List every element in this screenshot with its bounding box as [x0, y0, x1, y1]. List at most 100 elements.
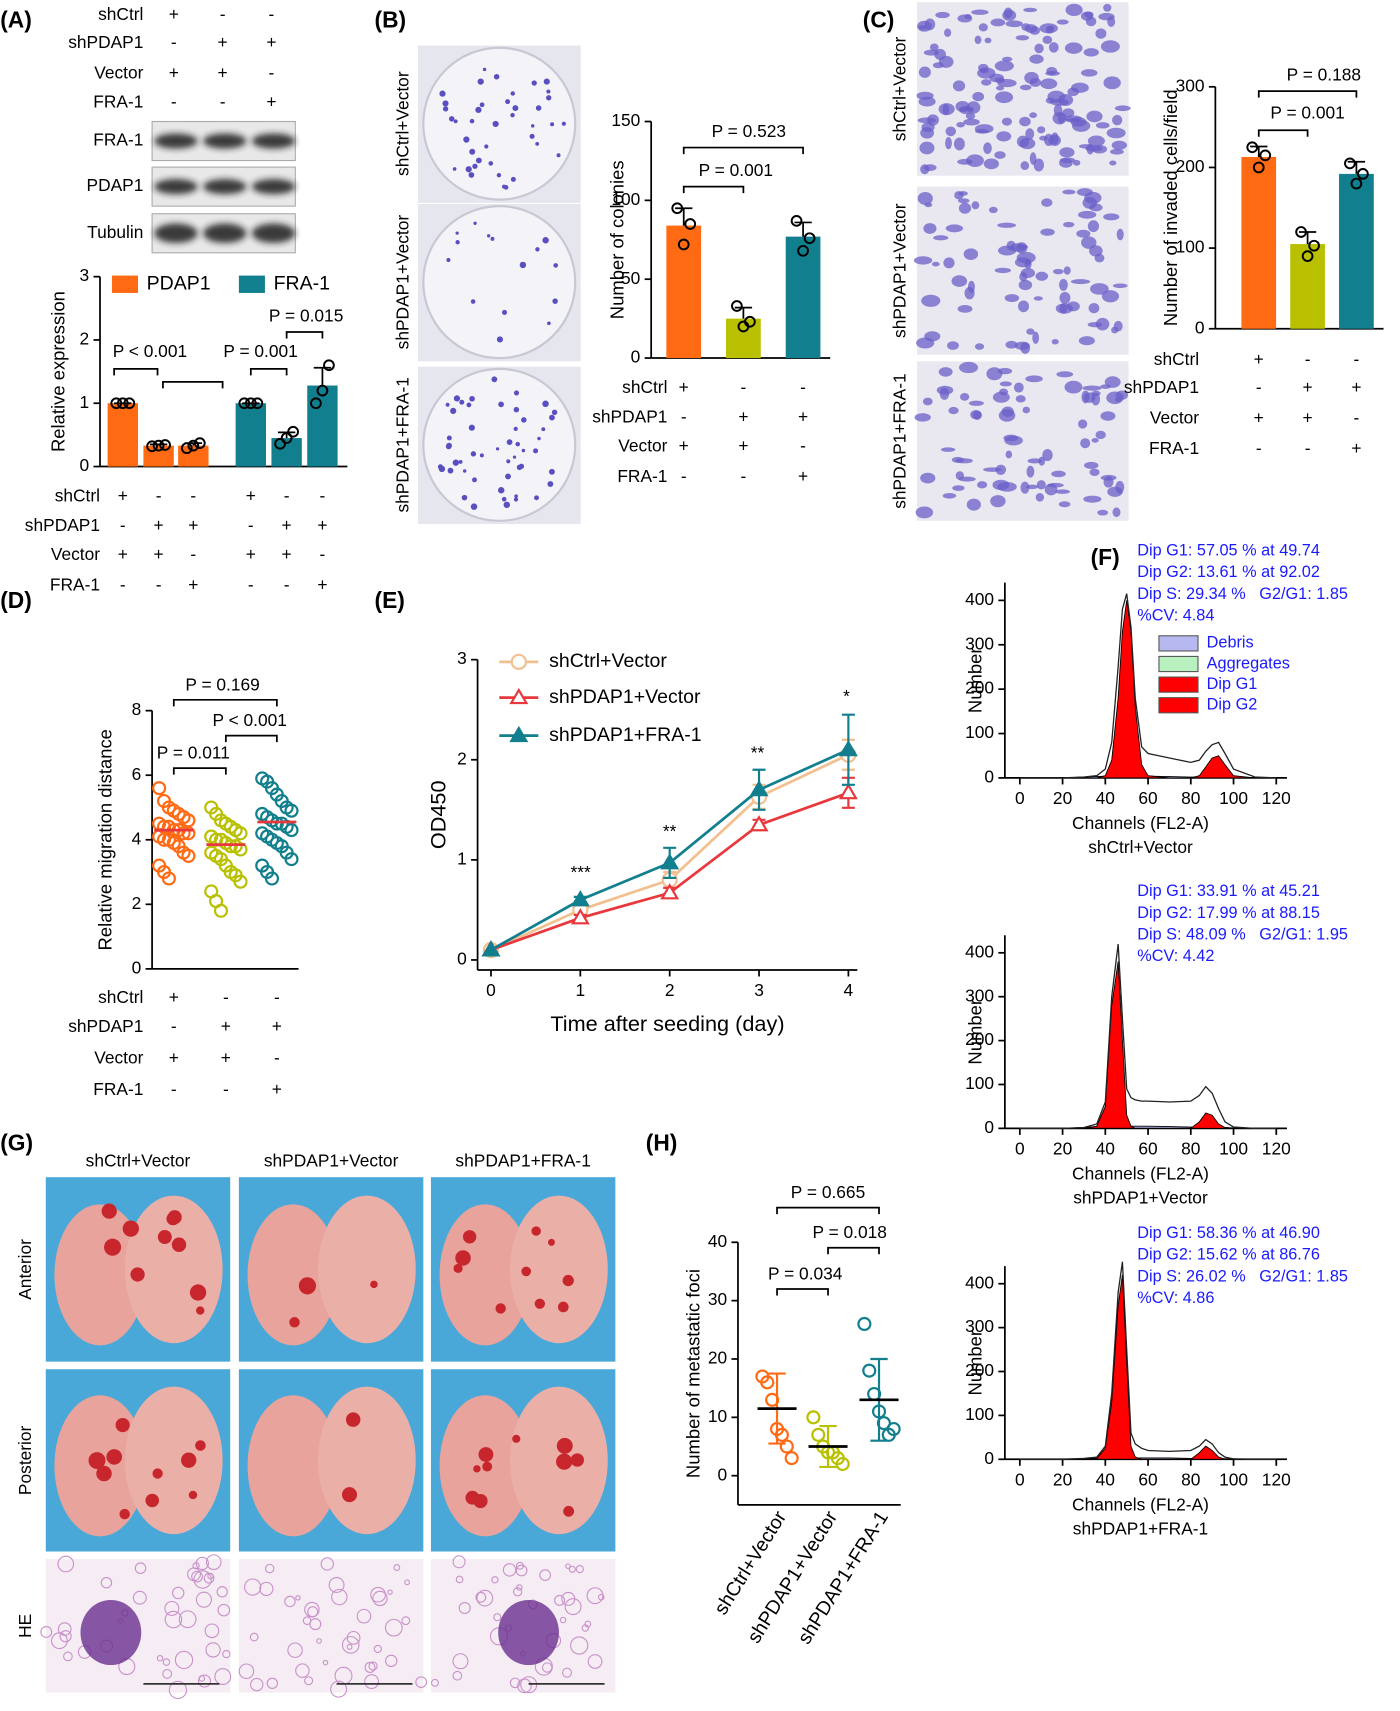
colony — [550, 122, 555, 127]
marker — [570, 890, 590, 907]
panel-label: (C) — [863, 7, 895, 33]
nodule — [289, 1317, 300, 1328]
condition-sign: - — [223, 1079, 229, 1099]
colony — [470, 299, 476, 304]
alveoli — [162, 1658, 171, 1666]
cell — [1039, 135, 1048, 141]
x-axis-label: Channels (FL2-A) — [1072, 1164, 1209, 1184]
cell — [915, 506, 934, 519]
cell — [1100, 411, 1116, 421]
marker — [660, 883, 680, 900]
nodule — [119, 1508, 130, 1520]
condition-sign: - — [1256, 438, 1262, 458]
y-tick-label: 100 — [965, 1073, 994, 1093]
condition-sign: + — [1254, 407, 1264, 427]
condition-sign: + — [679, 377, 689, 397]
cell — [1015, 35, 1030, 41]
condition-label: FRA-1 — [617, 466, 667, 486]
colony — [465, 166, 472, 173]
error-bar — [1250, 145, 1268, 157]
data-point — [284, 823, 299, 838]
condition-label: FRA-1 — [1149, 438, 1199, 458]
condition-label: shPDAP1 — [592, 406, 667, 426]
cell — [1019, 84, 1032, 91]
cell — [1020, 161, 1030, 170]
cell — [1039, 23, 1058, 34]
alveoli — [198, 1675, 206, 1682]
cell — [1087, 135, 1105, 147]
legend-swatch — [238, 275, 265, 293]
cell — [1034, 43, 1044, 54]
marker — [749, 780, 769, 797]
colony — [506, 439, 513, 445]
annotation: %CV: 4.84 — [1137, 607, 1214, 625]
bracket — [1257, 129, 1309, 137]
data-point — [284, 852, 299, 867]
alveoli — [205, 1554, 222, 1570]
cell — [945, 136, 952, 150]
cell — [1065, 3, 1083, 17]
condition-sign: + — [169, 987, 179, 1007]
cell — [983, 142, 992, 155]
cell — [990, 495, 1006, 508]
colony — [482, 67, 487, 72]
cell — [1070, 279, 1091, 285]
x-tick-label: 40 — [1096, 1139, 1115, 1159]
colony — [556, 153, 561, 158]
alveoli — [214, 1668, 232, 1686]
marker — [838, 740, 858, 757]
data-point — [193, 437, 206, 449]
error-bar — [313, 366, 332, 386]
colony — [470, 503, 478, 510]
y-tick-label: 300 — [965, 633, 994, 653]
colony — [530, 124, 535, 128]
condition-sign: + — [317, 574, 327, 594]
cell — [1113, 320, 1123, 332]
condition-sign: - — [190, 544, 196, 564]
legend-label: Aggregates — [1207, 654, 1290, 672]
colony — [466, 402, 472, 408]
annotation: ** — [663, 821, 677, 841]
condition-label: shCtrl — [622, 377, 667, 397]
cell — [1056, 371, 1074, 378]
cell — [1004, 294, 1020, 302]
colony — [484, 144, 489, 149]
alveoli — [331, 1588, 348, 1606]
alveoli — [575, 1565, 584, 1574]
alveoli — [491, 1576, 499, 1584]
bracket — [682, 146, 804, 155]
condition-label: Vector — [1150, 407, 1199, 427]
condition-sign: - — [171, 1016, 177, 1036]
alveoli — [513, 1587, 523, 1597]
x-tick-label: 2 — [665, 980, 675, 1000]
error-bar — [675, 207, 693, 226]
nodule — [521, 1266, 532, 1277]
legend-marker — [509, 725, 529, 743]
bracket — [1257, 90, 1358, 98]
colony — [439, 90, 446, 97]
cell — [1101, 290, 1120, 303]
alveoli — [356, 1608, 372, 1624]
cell — [1054, 489, 1071, 494]
cell — [1080, 11, 1094, 21]
data-point — [181, 848, 196, 863]
cell — [1019, 137, 1036, 150]
x-tick-label: 120 — [1262, 1470, 1291, 1490]
cell — [1040, 78, 1058, 90]
alveoli — [328, 1577, 345, 1593]
y-axis-label: Number of colonies — [607, 160, 628, 319]
data-point — [731, 300, 743, 312]
condition-sign: - — [320, 485, 326, 505]
y-tick-label: 0 — [132, 957, 142, 977]
marker — [570, 908, 590, 925]
cell — [944, 28, 952, 38]
cell — [997, 222, 1017, 228]
lung-lobe — [318, 1386, 416, 1535]
colony — [529, 133, 535, 139]
condition-sign: - — [1354, 407, 1360, 427]
colony — [472, 477, 477, 483]
condition-sign: + — [188, 515, 198, 535]
data-point — [310, 397, 322, 410]
alveoli — [304, 1676, 314, 1686]
nodule — [152, 1468, 163, 1479]
